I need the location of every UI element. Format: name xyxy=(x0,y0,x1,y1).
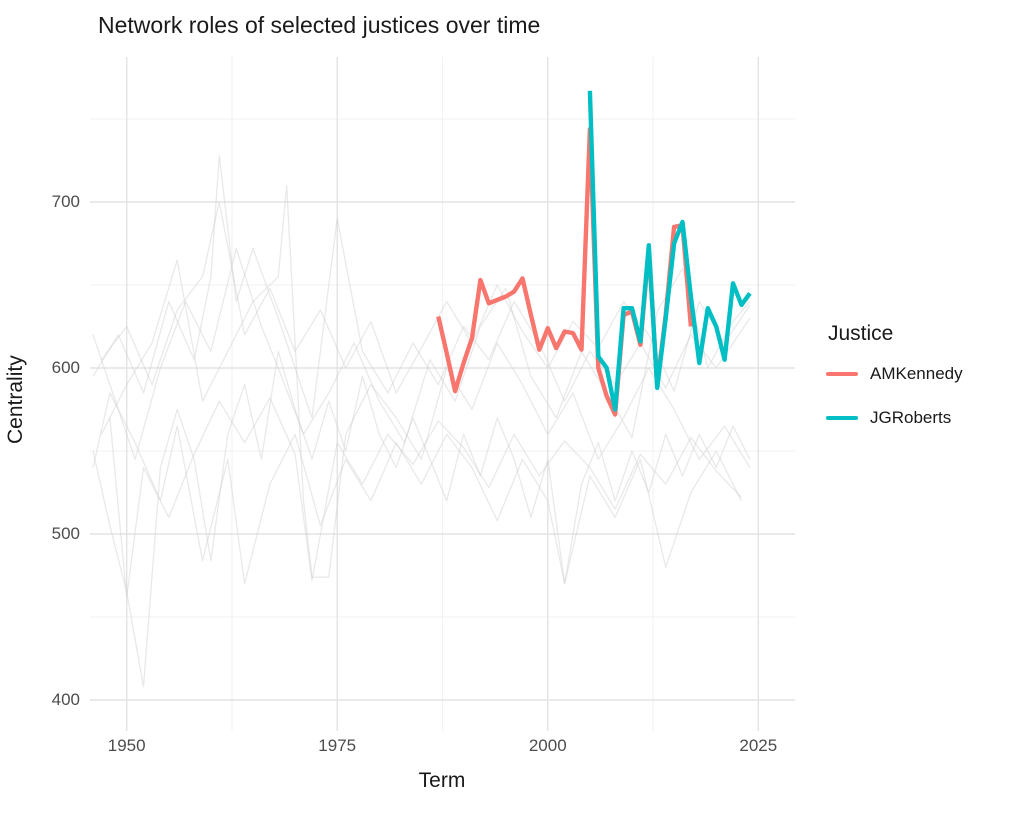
legend-key-line-AMKennedy xyxy=(826,372,858,376)
y-tick-label-400: 400 xyxy=(51,690,80,709)
y-tick-label-700: 700 xyxy=(51,192,80,211)
legend-entries: AMKennedy JGRoberts xyxy=(826,364,963,428)
x-axis-title: Term xyxy=(418,769,466,792)
chart-title: Network roles of selected justices over … xyxy=(98,12,541,38)
y-tick-label-600: 600 xyxy=(51,358,80,377)
legend-entry-AMKennedy: AMKennedy xyxy=(826,364,963,384)
x-tick-label-2000: 2000 xyxy=(528,736,567,755)
legend-key-line-JGRoberts xyxy=(826,416,858,420)
other-justice-line-7 xyxy=(109,397,742,598)
other-justice-line-4 xyxy=(92,247,751,460)
legend: Justice AMKennedy JGRoberts xyxy=(826,322,963,452)
legend-label-AMKennedy: AMKennedy xyxy=(870,364,963,383)
x-tick-label-1975: 1975 xyxy=(318,736,357,755)
legend-entry-JGRoberts: JGRoberts xyxy=(826,408,963,428)
legend-label-JGRoberts: JGRoberts xyxy=(870,408,952,427)
legend-title: Justice xyxy=(828,322,894,345)
x-tick-label-1950: 1950 xyxy=(107,736,146,755)
other-justice-line-2 xyxy=(92,154,751,419)
other-justice-line-3 xyxy=(100,184,751,578)
y-tick-label-500: 500 xyxy=(51,524,80,543)
y-axis-title: Centrality xyxy=(4,355,27,445)
other-justice-line-1 xyxy=(92,350,751,688)
other-justice-line-5 xyxy=(92,392,743,585)
x-tick-label-2025: 2025 xyxy=(739,736,778,755)
series-line-JGRoberts xyxy=(587,90,752,412)
